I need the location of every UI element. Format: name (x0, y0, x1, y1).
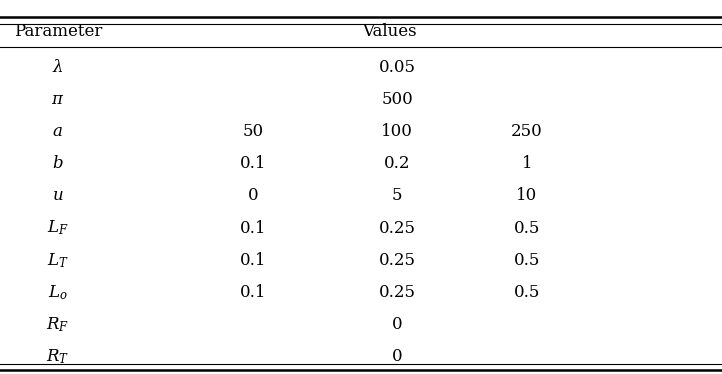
Text: 0.1: 0.1 (240, 252, 266, 269)
Text: $a$: $a$ (53, 123, 63, 140)
Text: Parameter: Parameter (14, 23, 103, 40)
Text: 0: 0 (392, 316, 402, 333)
Text: 0.25: 0.25 (378, 284, 416, 301)
Text: 0.25: 0.25 (378, 252, 416, 269)
Text: 0.05: 0.05 (378, 59, 416, 76)
Text: Values: Values (362, 23, 417, 40)
Text: $L_o$: $L_o$ (48, 283, 68, 302)
Text: $L_F$: $L_F$ (47, 219, 69, 237)
Text: $\lambda$: $\lambda$ (52, 59, 64, 76)
Text: 0.5: 0.5 (514, 284, 540, 301)
Text: 50: 50 (242, 123, 264, 140)
Text: 250: 250 (511, 123, 543, 140)
Text: $R_F$: $R_F$ (46, 315, 69, 334)
Text: 0.5: 0.5 (514, 220, 540, 237)
Text: 10: 10 (516, 187, 538, 205)
Text: 1: 1 (522, 155, 532, 172)
Text: $u$: $u$ (52, 187, 64, 205)
Text: 100: 100 (381, 123, 413, 140)
Text: 0.5: 0.5 (514, 252, 540, 269)
Text: 0: 0 (248, 187, 258, 205)
Text: $L_T$: $L_T$ (47, 251, 69, 270)
Text: 500: 500 (381, 91, 413, 108)
Text: 0.25: 0.25 (378, 220, 416, 237)
Text: 5: 5 (392, 187, 402, 205)
Text: 0.1: 0.1 (240, 284, 266, 301)
Text: 0: 0 (392, 348, 402, 365)
Text: $R_T$: $R_T$ (46, 347, 69, 366)
Text: 0.1: 0.1 (240, 220, 266, 237)
Text: 0.2: 0.2 (384, 155, 410, 172)
Text: 0.1: 0.1 (240, 155, 266, 172)
Text: $\pi$: $\pi$ (51, 91, 64, 108)
Text: $b$: $b$ (52, 155, 64, 172)
